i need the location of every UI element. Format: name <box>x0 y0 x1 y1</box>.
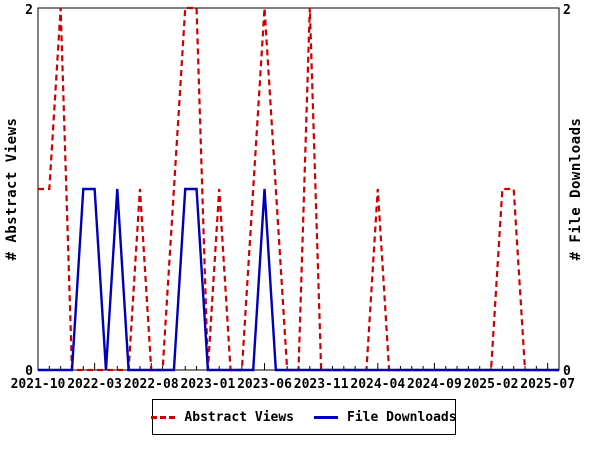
file-downloads-legend-label: File Downloads <box>347 409 457 425</box>
x-axis-tick-label: 2021-10 <box>11 377 66 392</box>
x-axis-tick-label: 2024-09 <box>407 377 462 392</box>
file-downloads-line <box>38 187 559 372</box>
legend: Abstract Views File Downloads <box>151 399 457 435</box>
y-axis-tick-label-right: 2 <box>563 3 571 18</box>
y-axis-tick-label-left: 2 <box>25 3 33 18</box>
right-y-axis-title: # File Downloads <box>568 118 584 261</box>
abstract-views-line-sample <box>151 415 176 419</box>
x-axis-tick-label: 2025-07 <box>520 377 575 392</box>
x-axis-tick-label: 2022-03 <box>67 377 122 392</box>
legend-item-file-downloads: File Downloads <box>314 410 457 425</box>
x-axis-tick-label: 2023-01 <box>180 377 235 392</box>
y-axis-tick-label-left: 0 <box>25 364 33 379</box>
file-downloads-line-sample <box>314 415 338 419</box>
legend-item-abstract-views: Abstract Views <box>151 410 294 425</box>
left-y-axis-title: # Abstract Views <box>4 118 20 261</box>
x-axis-tick-label: 2023-06 <box>237 377 292 392</box>
x-axis-tick-label: 2024-04 <box>350 377 405 392</box>
x-axis-tick-label: 2025-02 <box>464 377 519 392</box>
y-axis-tick-label-right: 0 <box>563 364 571 379</box>
x-axis-tick-label: 2022-08 <box>124 377 179 392</box>
x-axis-tick-label: 2023-11 <box>294 377 349 392</box>
abstract-views-legend-label: Abstract Views <box>184 409 294 425</box>
